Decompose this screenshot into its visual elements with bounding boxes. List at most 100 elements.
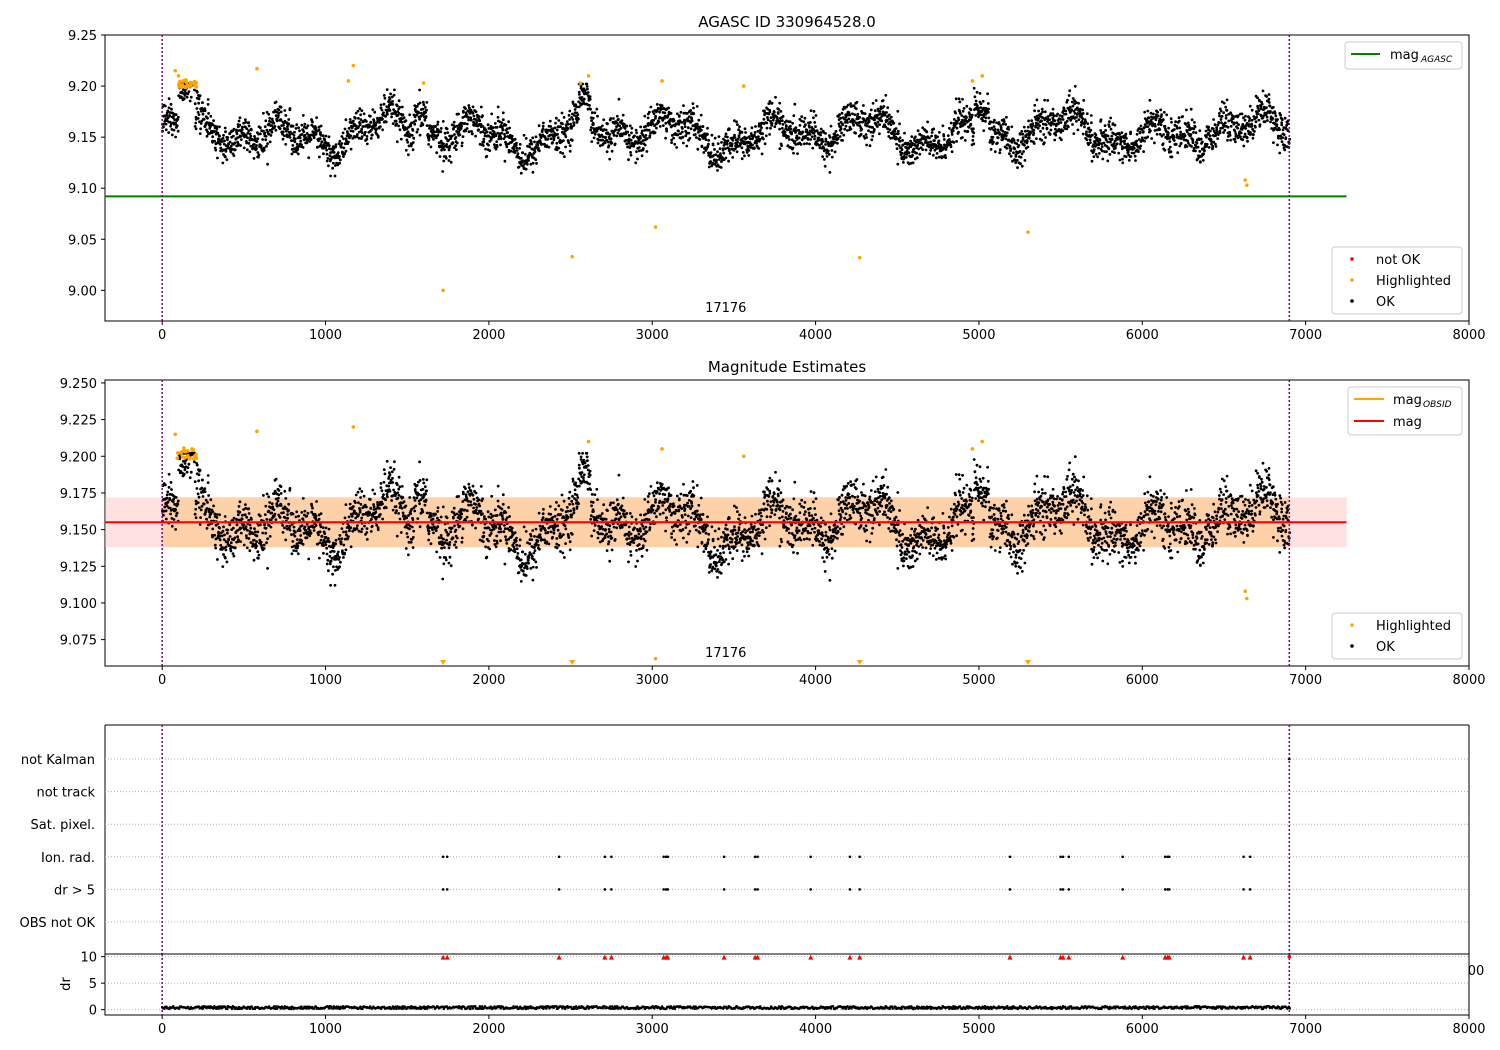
ok-point (379, 103, 383, 107)
ok-point (609, 117, 613, 120)
ok-point (621, 113, 625, 117)
ok-point (346, 537, 350, 541)
x-tick-label: 0 (158, 328, 166, 343)
ok-point (765, 121, 769, 125)
ok-point (915, 156, 919, 160)
ok-point (457, 112, 460, 116)
ok-point (357, 125, 360, 129)
ok-point (299, 139, 303, 143)
ok-point (1205, 135, 1208, 139)
ok-point (675, 112, 679, 116)
ok-point (180, 471, 184, 475)
ok-point (683, 125, 687, 129)
ok-point (266, 537, 269, 541)
ok-point (182, 472, 186, 476)
ok-point (1201, 159, 1205, 162)
ok-point (839, 116, 843, 120)
ok-point (878, 110, 882, 113)
ok-point (830, 149, 834, 152)
ok-point (821, 140, 825, 143)
ok-point (268, 116, 272, 120)
ok-point (672, 136, 675, 140)
ok-point (369, 530, 373, 533)
ok-point (647, 128, 651, 132)
ok-point (1109, 140, 1112, 144)
ok-point (185, 470, 189, 474)
ok-point (759, 124, 762, 127)
ok-point (1137, 127, 1141, 130)
ok-point (830, 155, 834, 159)
ok-point (1090, 121, 1093, 125)
ok-point (947, 138, 951, 141)
ok-point (926, 120, 929, 124)
ok-point (522, 133, 526, 137)
ok-point (247, 124, 251, 128)
ok-point (1140, 127, 1143, 131)
ok-point (235, 128, 238, 132)
ok-point (211, 533, 214, 537)
ok-point (1155, 116, 1158, 120)
ok-point (328, 554, 332, 558)
ok-point (426, 133, 430, 136)
ok-point (604, 128, 608, 132)
ok-point (399, 137, 403, 141)
ok-point (1166, 131, 1170, 135)
ok-point (238, 123, 242, 127)
ok-point (1048, 118, 1051, 121)
ok-point (1114, 146, 1117, 150)
ok-point (822, 146, 826, 150)
highlighted-point (421, 81, 426, 85)
ok-point (842, 133, 846, 137)
ok-point (638, 149, 641, 153)
ok-point (276, 499, 280, 503)
ok-point (1071, 104, 1075, 108)
ok-point (909, 139, 912, 143)
ok-point (319, 538, 323, 542)
ok-point (1234, 140, 1237, 144)
ok-point (1104, 129, 1107, 132)
ok-point (781, 123, 785, 126)
x-tick-label: 5000 (962, 328, 995, 343)
ok-point (296, 147, 300, 150)
ok-point (200, 106, 204, 110)
ok-point (695, 105, 699, 108)
ok-point (334, 538, 338, 542)
ok-point (243, 513, 247, 517)
ok-point (981, 119, 985, 123)
ok-point (1175, 133, 1179, 137)
ok-point (425, 101, 429, 104)
ok-point (972, 127, 975, 131)
ok-point (257, 155, 260, 159)
ok-point (503, 135, 507, 139)
ok-point (269, 518, 273, 522)
ok-point (1176, 151, 1180, 155)
ok-point (881, 99, 885, 102)
ok-point (434, 125, 437, 128)
ok-point (950, 150, 954, 154)
ok-point (292, 134, 296, 137)
legend-marker (1350, 257, 1354, 261)
ok-point (883, 123, 886, 127)
ok-point (639, 142, 643, 145)
ok-point (245, 536, 249, 540)
ok-point (812, 110, 816, 113)
ok-point (675, 146, 678, 149)
ok-point (907, 146, 911, 150)
ok-point (221, 161, 225, 165)
ok-point (642, 139, 645, 142)
ok-point (481, 124, 484, 128)
ok-point (342, 543, 346, 547)
ok-point (365, 142, 369, 146)
ok-point (237, 119, 241, 123)
ok-point (418, 88, 421, 92)
ok-point (176, 129, 180, 133)
ok-point (441, 120, 445, 123)
ok-point (679, 132, 682, 136)
ok-point (494, 147, 498, 151)
ok-point (809, 109, 813, 112)
ok-point (733, 133, 736, 137)
ok-point (1222, 131, 1225, 134)
ok-point (354, 111, 358, 115)
ok-point (501, 118, 505, 121)
ok-point (1004, 123, 1008, 126)
